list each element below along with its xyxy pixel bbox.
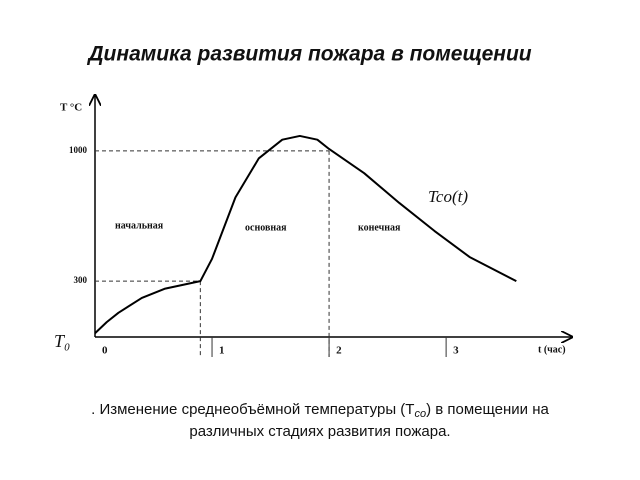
x-tick-label: 2 [336,345,342,357]
caption-subscript: co [414,408,426,420]
caption-text: . Изменение среднеобъёмной температуры (… [91,401,414,418]
caption: различных стадиях развития пожара. [189,423,450,440]
x-tick-label: 0 [102,345,108,357]
stage-label: основная [245,222,287,233]
curve [94,134,517,335]
caption: . Изменение среднеобъёмной температуры (… [91,401,549,420]
x-tick-label: 1 [219,345,225,357]
stage-label: конечная [358,222,401,233]
y-axis-label: T °C [60,102,82,114]
title: Динамика развития пожара в помещении [86,43,531,66]
x-tick-label: 3 [453,345,459,357]
caption-text: ) в помещении на [426,401,549,418]
y-tick-label: 1000 [69,145,88,155]
stage-label: начальная [115,220,164,231]
x-axis-label: t (час) [538,344,566,355]
curve-label: Tco(t) [428,187,468,206]
y-tick-label: 300 [74,275,88,285]
origin-label: T₀ [54,331,70,351]
